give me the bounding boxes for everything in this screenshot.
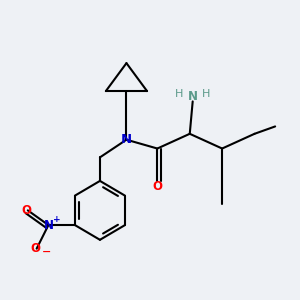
Text: O: O bbox=[152, 180, 162, 193]
Text: +: + bbox=[53, 215, 61, 224]
Text: N: N bbox=[121, 133, 132, 146]
Text: H: H bbox=[175, 89, 184, 99]
Text: N: N bbox=[44, 219, 53, 232]
Text: O: O bbox=[30, 242, 40, 255]
Text: H: H bbox=[202, 89, 210, 99]
Text: N: N bbox=[188, 90, 198, 103]
Text: O: O bbox=[21, 204, 31, 217]
Text: −: − bbox=[41, 247, 51, 257]
